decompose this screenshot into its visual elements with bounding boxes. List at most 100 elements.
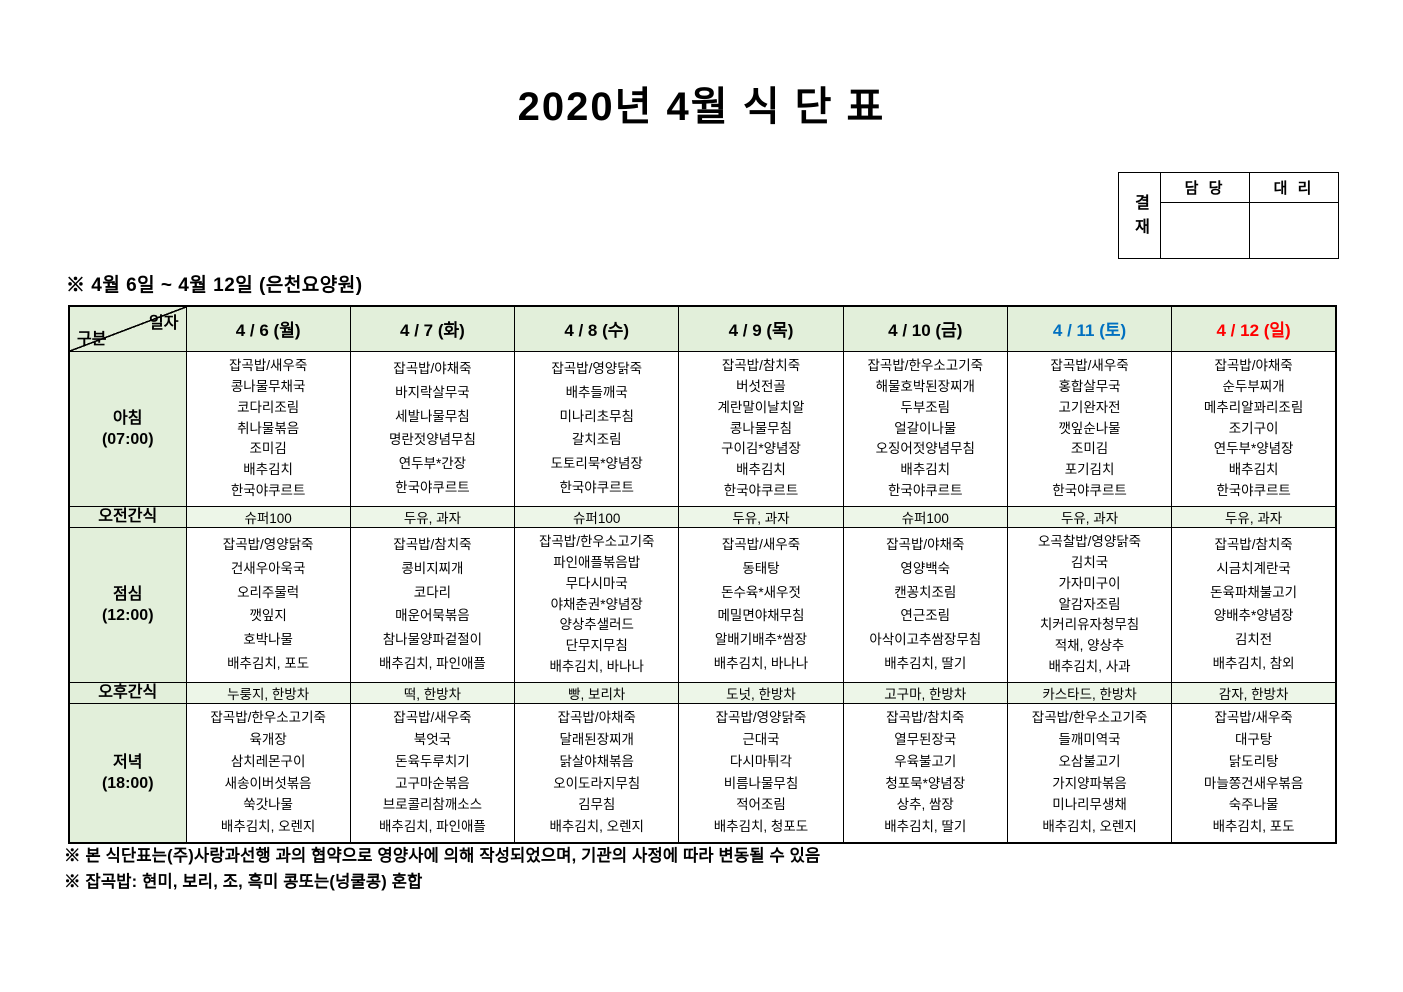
menu-item: 가자미구이 [1058,575,1121,591]
menu-item: 연근조림 [900,608,951,624]
menu-item: 잡곡밥/한우소고기죽 [1031,710,1148,726]
row-label-breakfast: 아침 (07:00) [68,350,187,507]
afternoon-snack-cell: 감자, 한방차 [1171,681,1337,704]
menu-item: 육개장 [249,732,287,748]
afternoon-snack-cell: 고구마, 한방차 [842,681,1008,704]
breakfast-cell: 잡곡밥/야채죽 순두부찌개 메추리알꽈리조림 조기구이 연두부*양념장 배추김치 한국야쿠르… [1171,350,1337,507]
menu-item: 구이김*양념장 [721,441,801,457]
approval-stamp-label: 결재 [1118,172,1161,259]
menu-item: 배추김치, 딸기 [884,818,967,834]
menu-item: 대구탕 [1234,732,1273,748]
menu-item: 도토리묵*양념장 [550,456,643,472]
breakfast-cell: 잡곡밥/한우소고기죽 해물호박된장찌개 두부조림 얼갈이나물 오징어젓양념무침 배추김치 한… [842,350,1008,507]
day-header-cell: 4 / 7 (화) [349,305,516,352]
menu-item: 고기완자전 [1058,399,1121,415]
menu-item: 오징어젓양념무침 [875,441,975,457]
menu-item: 비름나물무침 [723,775,799,791]
menu-item: 미나리무생채 [1052,797,1127,813]
menu-item: 닭도리탕 [1228,753,1279,769]
footer-notes: ※ 본 식단표는(주)사랑과선행 과의 협약으로 영양사에 의해 작성되었으며,… [64,843,820,895]
menu-item: 달래된장찌개 [559,732,634,748]
menu-item: 배추김치, 오렌지 [1042,818,1137,834]
menu-item: 명란젓양념무침 [388,432,476,448]
menu-item: 잡곡밥/야채죽 [393,360,472,376]
menu-item: 배추김치, 딸기 [884,656,967,672]
menu-item: 오이도라지무침 [553,775,641,791]
menu-item: 해물호박된장찌개 [875,378,975,394]
menu-item: 알감자조림 [1058,596,1121,612]
menu-item: 계란말이날치알 [717,399,805,415]
menu-item: 잡곡밥/새우죽 [229,357,308,373]
menu-item: 콩나물무침 [729,420,793,436]
note-line: ※ 잡곡밥: 현미, 보리, 조, 흑미 콩또는(넝쿨콩) 혼합 [64,873,423,891]
menu-item: 코다리 [413,584,452,600]
menu-item: 연두부*양념장 [1213,441,1294,457]
menu-item: 잡곡밥/영양닭죽 [222,536,314,552]
menu-item: 메추리알꽈리조림 [1203,399,1304,415]
lunch-cell: 잡곡밥/한우소고기죽 파인애플볶음밥 무다시마국 야채춘권*양념장 양상추샐러드 단무지무… [514,526,680,683]
menu-item: 잡곡밥/야채죽 [886,536,965,552]
menu-item: 파인애플볶음밥 [553,554,641,570]
corner-label-category: 구분 [77,330,107,348]
menu-item: 한국야쿠르트 [230,483,306,499]
menu-item: 김치전 [1234,632,1273,648]
dinner-cell: 잡곡밥/새우죽 북엇국 돈육두루치기 고구마순볶음 브로콜리참깨소스 배추김치, 파인애플 [349,702,516,844]
menu-item: 건새우아욱국 [230,560,306,576]
morning-snack-cell: 두유, 과자 [349,505,516,528]
menu-item: 무다시마국 [565,575,628,591]
menu-item: 연두부*간장 [398,456,467,472]
morning-snack-cell: 두유, 과자 [1006,505,1173,528]
row-label-afternoon-snack: 오후간식 [68,681,187,704]
menu-item: 가지양파볶음 [1052,775,1127,791]
menu-item: 단무지무침 [565,638,628,654]
menu-item: 세발나물무침 [395,408,470,424]
corner-label-date: 일자 [149,315,179,332]
menu-item: 배추김치 [736,462,786,478]
dinner-cell: 잡곡밥/새우죽 대구탕 닭도리탕 마늘쫑건새우볶음 숙주나물 배추김치, 포도 [1171,702,1337,844]
menu-item: 콩비지찌개 [401,560,464,576]
menu-item: 마늘쫑건새우볶음 [1203,775,1304,791]
menu-item: 배추김치 [1228,462,1279,478]
menu-table: 일자 구분 4 / 6 (월) 4 / 7 (화) 4 / 8 (수) 4 / 9 (목)… [68,305,1337,844]
lunch-cell: 오곡찰밥/영양닭죽 김치국 가자미구이 알감자조림 치커리유자청무침 적채, 양상추 배추김… [1006,526,1173,683]
menu-item: 잡곡밥/영양닭죽 [551,360,643,376]
menu-item: 치커리유자청무침 [1039,617,1140,633]
dinner-cell: 잡곡밥/야채죽 달래된장찌개 닭살야채볶음 오이도라지무침 김무침 배추김치, 오렌지 [514,702,680,844]
menu-item: 갈치조림 [571,432,622,448]
day-header-cell: 4 / 11 (토) [1006,305,1173,352]
menu-item: 오리주물럭 [237,584,300,600]
menu-item: 양배추*양념장 [1213,608,1294,624]
menu-item: 새송이버섯볶음 [224,775,312,791]
menu-item: 브로콜리참깨소스 [382,797,483,813]
day-header-cell: 4 / 9 (목) [678,305,844,352]
dinner-cell: 잡곡밥/영양닭죽 근대국 다시마튀각 비름나물무침 적어조림 배추김치, 청포도 [678,702,844,844]
menu-item: 호박나물 [243,632,293,648]
menu-item: 배추들깨국 [565,384,628,400]
morning-snack-cell: 슈퍼100 [842,505,1008,528]
afternoon-snack-cell: 누룽지, 한방차 [185,681,351,704]
menu-item: 포기김치 [1064,462,1115,478]
row-label-dinner: 저녁 (18:00) [68,702,187,844]
morning-snack-cell: 슈퍼100 [514,505,680,528]
menu-item: 배추김치, 참외 [1212,656,1295,672]
menu-item: 오삼불고기 [1058,753,1121,769]
menu-item: 콩나물무채국 [230,378,306,394]
morning-snack-cell: 슈퍼100 [185,505,351,528]
menu-item: 적어조림 [736,797,786,813]
menu-item: 들깨미역국 [1058,732,1121,748]
menu-item: 조기구이 [1228,420,1279,436]
menu-item: 배추김치, 오렌지 [549,818,644,834]
menu-item: 잡곡밥/참치죽 [1214,536,1293,552]
menu-item: 쑥갓나물 [243,797,293,813]
menu-item: 순두부찌개 [1222,378,1285,394]
menu-item: 시금치계란국 [1216,560,1291,576]
menu-item: 잡곡밥/새우죽 [1050,357,1129,373]
menu-item: 김무침 [578,797,616,813]
menu-item: 배추김치, 포도 [1212,818,1295,834]
menu-item: 배추김치, 사과 [1048,659,1131,675]
menu-item: 오곡찰밥/영양닭죽 [1037,533,1142,549]
menu-item: 조미김 [249,441,287,457]
menu-item: 배추김치, 오렌지 [220,818,316,834]
